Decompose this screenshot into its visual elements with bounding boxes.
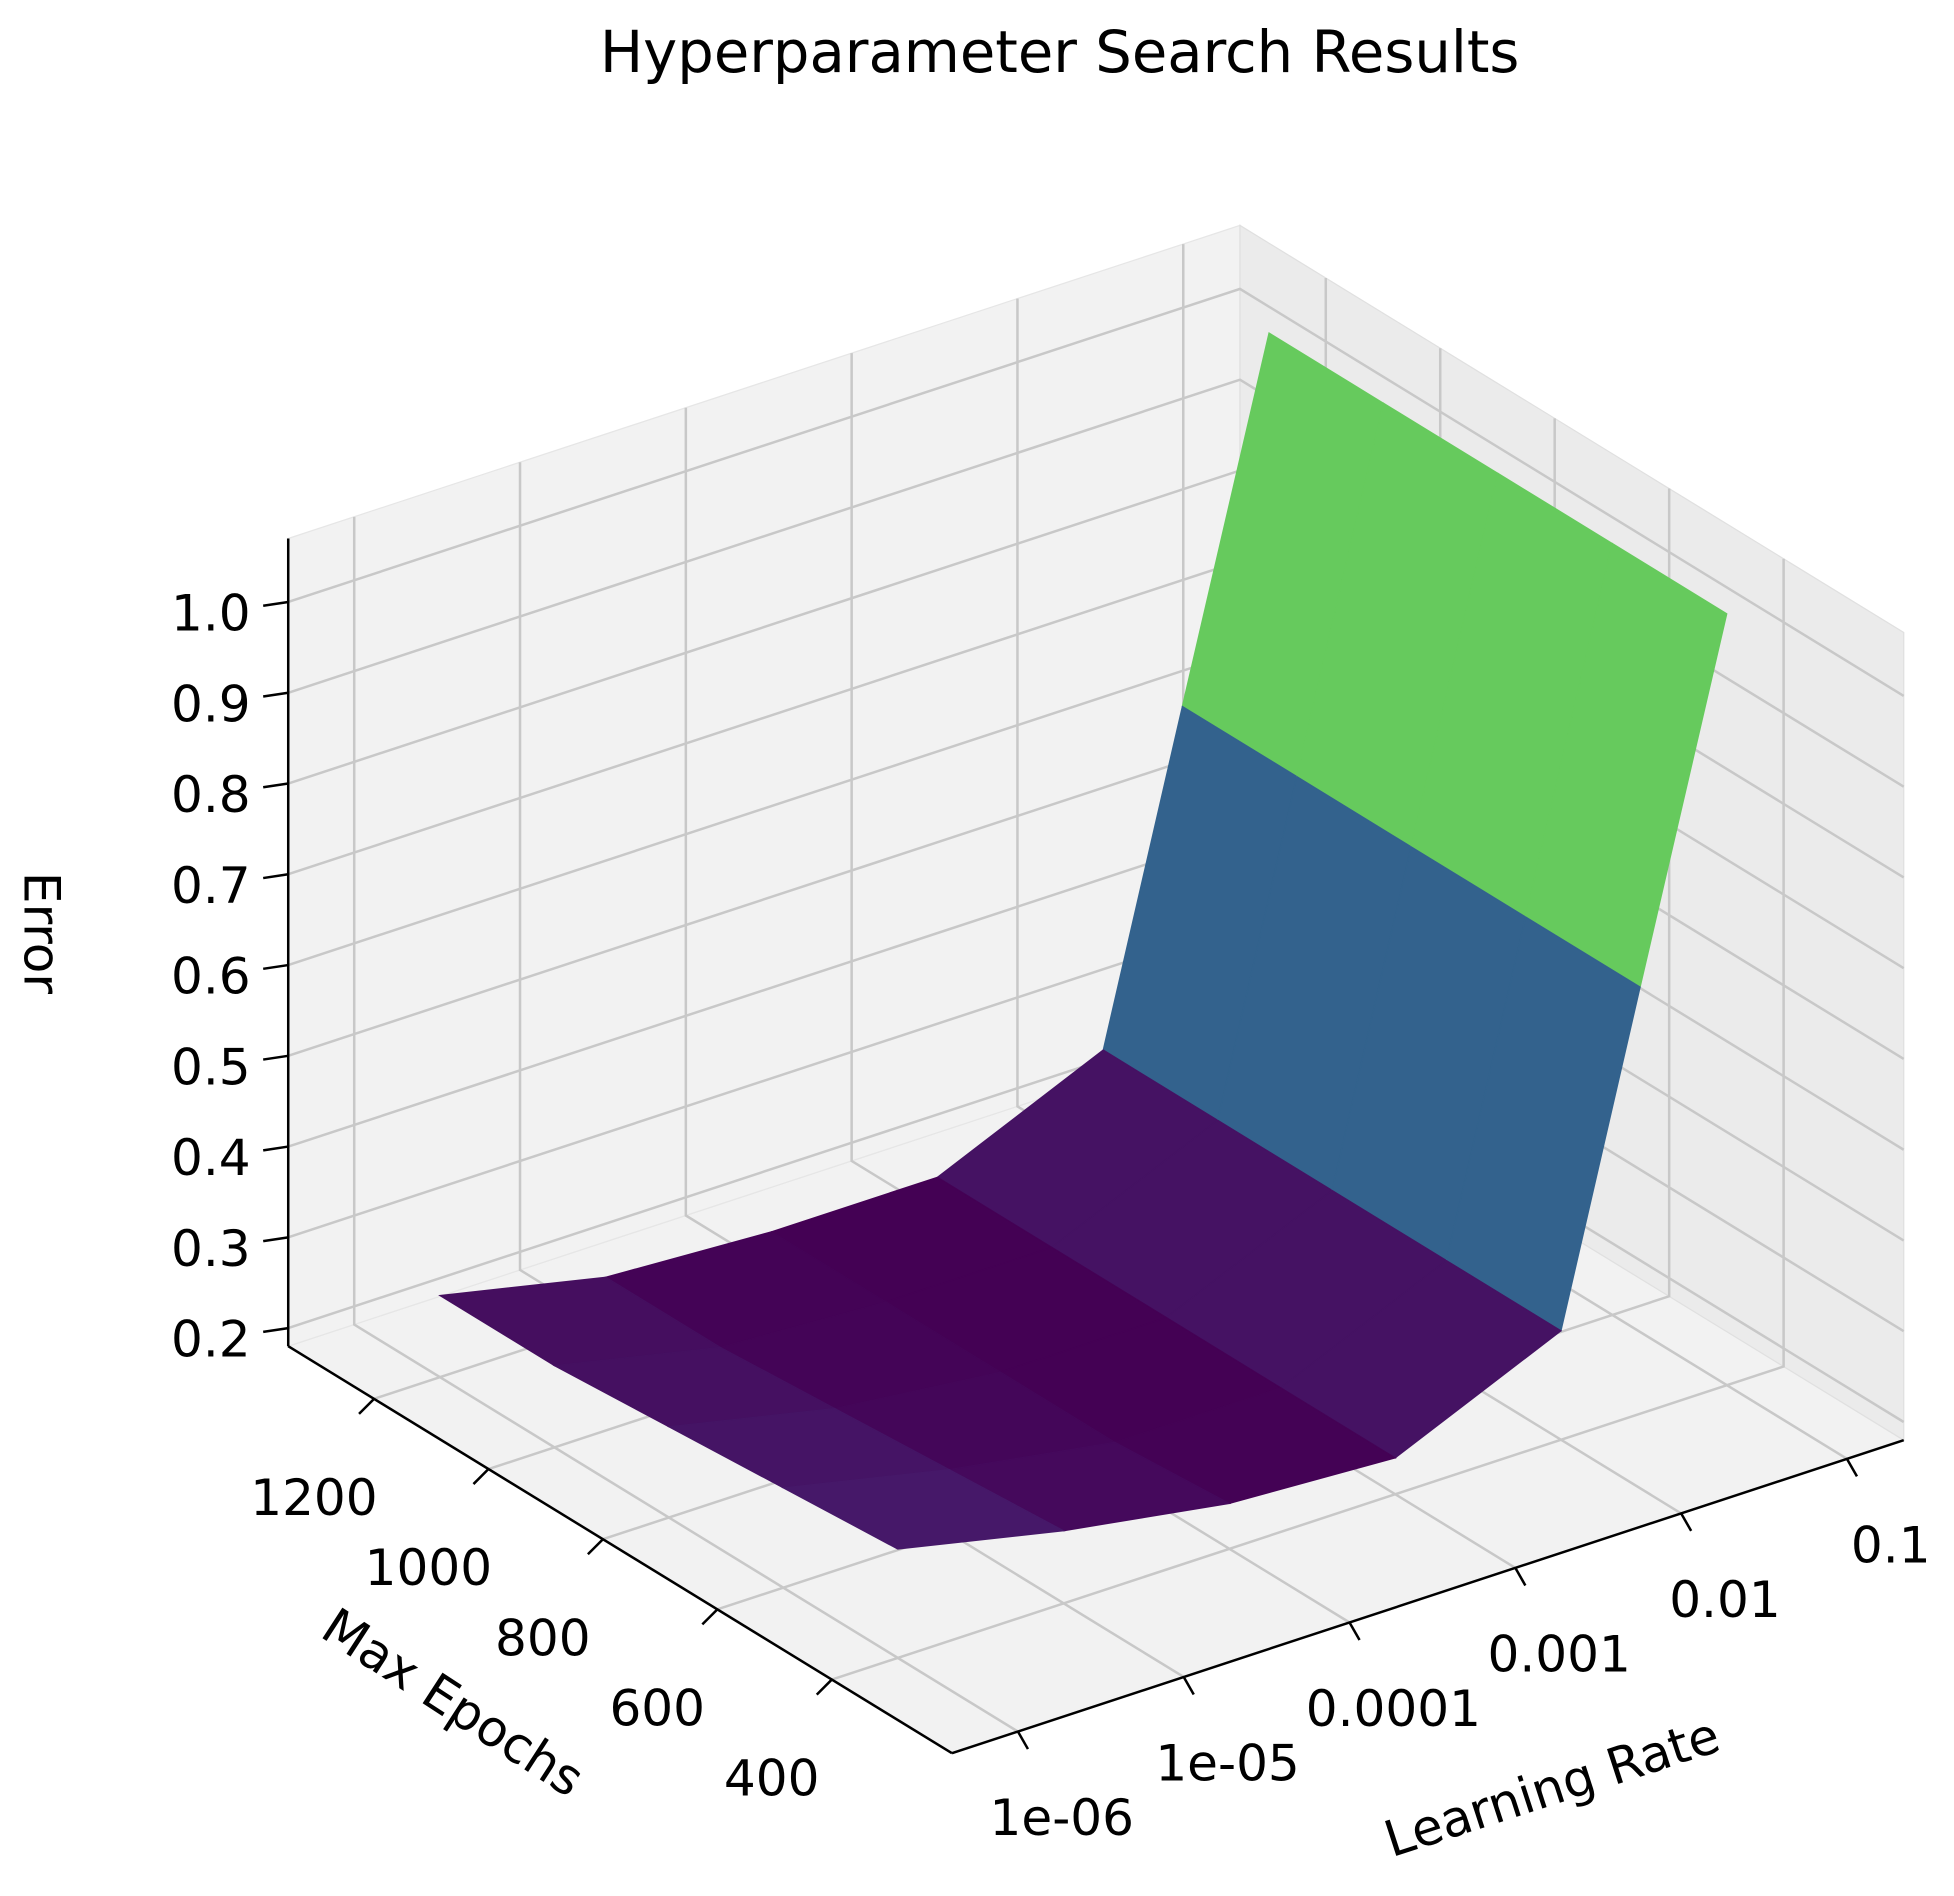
z-axis-label: Error	[12, 872, 70, 994]
y-tick-label: 1200	[250, 1469, 377, 1527]
y-tick-mark	[358, 1397, 375, 1415]
z-tick-label: 0.9	[171, 675, 251, 733]
z-tick-mark	[262, 873, 289, 880]
y-tick-mark	[472, 1468, 490, 1485]
surface-patch	[781, 1468, 1066, 1550]
y-tick-label: 400	[724, 1750, 820, 1808]
axes	[262, 538, 1905, 1755]
z-tick-label: 0.8	[171, 766, 251, 824]
x-tick-label: 0.1	[1851, 1517, 1931, 1575]
y-tick-mark	[587, 1538, 604, 1556]
z-tick-label: 1.0	[171, 585, 251, 643]
x-tick-label: 1e-05	[1155, 1735, 1299, 1793]
z-tick-label: 0.7	[171, 857, 251, 915]
x-tick-mark	[1182, 1676, 1195, 1696]
chart-title: Hyperparameter Search Results	[600, 19, 1520, 86]
y-tick-label: 1000	[365, 1539, 492, 1597]
y-axis-line	[287, 1345, 953, 1755]
grid-line	[831, 558, 1785, 1681]
z-tick-label: 0.4	[171, 1129, 251, 1187]
z-tick-mark	[262, 782, 289, 789]
z-tick-label: 0.2	[171, 1311, 251, 1369]
x-tick-mark	[1016, 1730, 1030, 1750]
grid-line	[287, 287, 1905, 697]
x-axis-line	[951, 1438, 1905, 1755]
x-tick-mark	[1845, 1458, 1859, 1477]
y-tick-label: 800	[495, 1609, 591, 1667]
z-tick-mark	[262, 1145, 289, 1152]
z-tick-label: 0.5	[171, 1038, 251, 1096]
y-tick-label: 600	[609, 1680, 705, 1738]
z-tick-mark	[262, 691, 289, 698]
x-tick-mark	[1348, 1621, 1361, 1641]
y-tick-mark	[815, 1678, 833, 1696]
z-tick-mark	[262, 1054, 289, 1061]
z-tick-mark	[262, 1326, 289, 1334]
grid-line	[352, 516, 1019, 1733]
x-tick-mark	[1680, 1512, 1693, 1532]
z-tick-label: 0.3	[171, 1220, 251, 1278]
z-tick-label: 0.6	[171, 948, 251, 1006]
x-tick-label: 0.01	[1669, 1571, 1781, 1629]
x-tick-label: 0.0001	[1306, 1680, 1481, 1738]
x-tick-label: 1e-06	[990, 1789, 1134, 1847]
y-tick-mark	[701, 1608, 719, 1626]
z-tick-mark	[262, 600, 289, 608]
x-tick-label: 0.001	[1487, 1626, 1630, 1684]
surface	[438, 332, 1728, 1550]
z-tick-mark	[262, 963, 289, 971]
z-tick-mark	[262, 1236, 289, 1243]
x-tick-mark	[1514, 1567, 1527, 1587]
